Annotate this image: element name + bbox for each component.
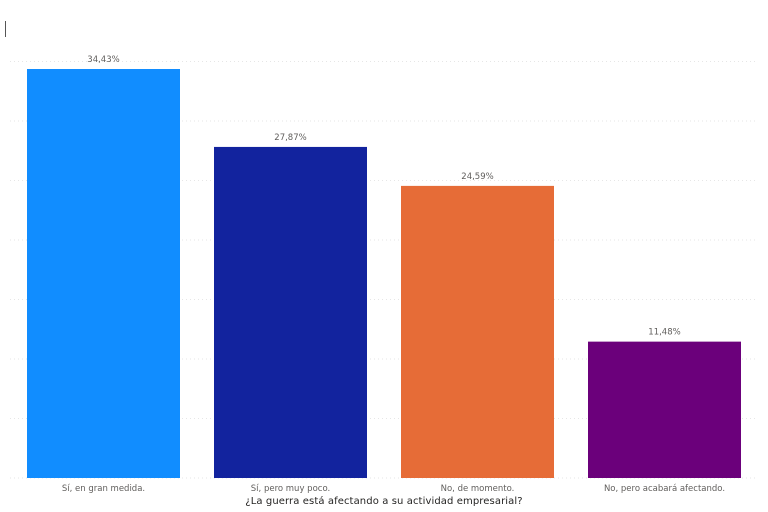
bar-2[interactable] <box>401 185 554 478</box>
x-tick-label-1: Sí, pero muy poco. <box>251 484 330 494</box>
bar-3[interactable] <box>588 341 741 478</box>
x-tick-label-2: No, de momento. <box>441 484 515 494</box>
x-tick-label-0: Sí, en gran medida. <box>62 484 145 494</box>
x-axis-title: ¿La guerra está afectando a su actividad… <box>245 496 523 507</box>
data-label-0: 34,43% <box>87 55 119 65</box>
data-label-2: 24,59% <box>461 172 493 182</box>
x-tick-label-3: No, pero acabará afectando. <box>604 484 725 494</box>
focus-marker <box>5 21 6 37</box>
bar-1[interactable] <box>214 146 367 479</box>
data-label-1: 27,87% <box>274 133 306 143</box>
bar-0[interactable] <box>27 69 180 478</box>
data-label-3: 11,48% <box>648 328 680 338</box>
